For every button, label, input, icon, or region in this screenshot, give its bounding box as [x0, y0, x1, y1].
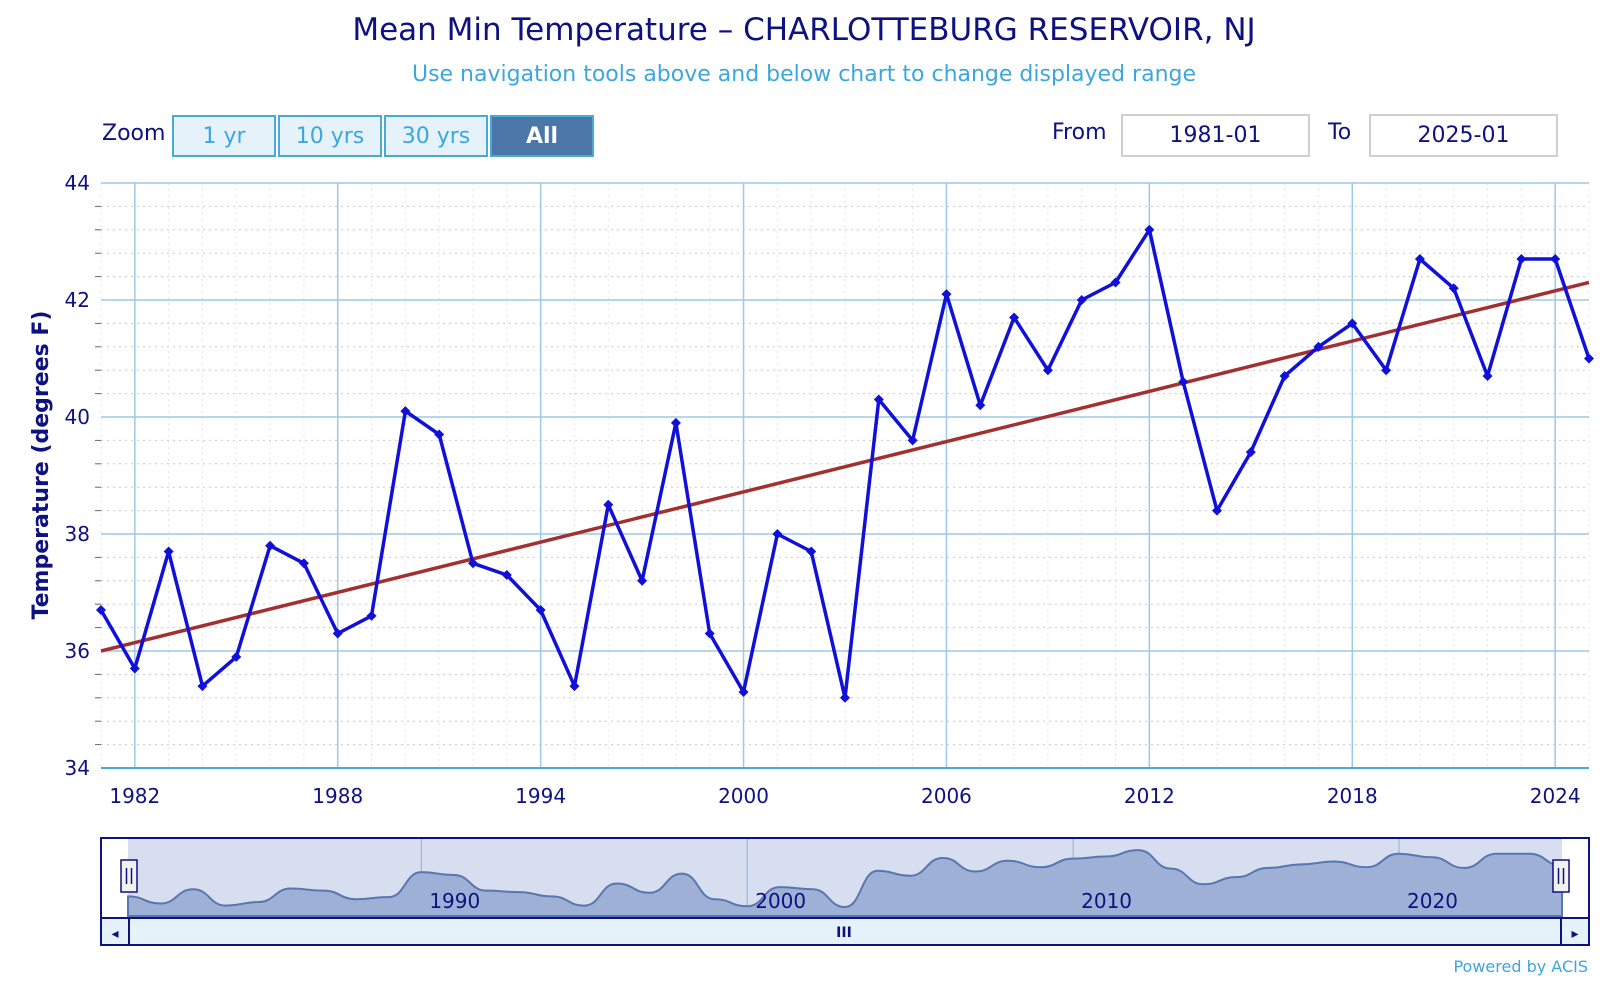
data-point	[670, 417, 681, 428]
navigator-labels: 1990 2000 2010 2020	[429, 889, 1458, 913]
data-point	[603, 499, 614, 510]
data-point	[1144, 224, 1155, 235]
x-tick-label: 2018	[1327, 784, 1378, 808]
data-point	[298, 558, 309, 569]
y-axis-label: Temperature (degrees F)	[29, 311, 54, 620]
data-point	[400, 406, 411, 417]
powered-by-link[interactable]: Powered by ACIS	[1453, 957, 1588, 976]
data-point	[806, 546, 817, 557]
data-point	[231, 651, 242, 662]
y-tick-label: 40	[65, 405, 90, 429]
grid	[100, 182, 1590, 769]
zoom-all-button[interactable]: All	[490, 115, 594, 157]
trend-layer	[100, 280, 1590, 653]
data-point	[1110, 277, 1121, 288]
y-tick-label: 34	[65, 756, 90, 780]
x-tick-label: 2000	[718, 784, 769, 808]
data-point	[637, 575, 648, 586]
data-point	[265, 540, 276, 551]
data-point	[975, 400, 986, 411]
zoom-30yrs-button[interactable]: 30 yrs	[384, 115, 488, 157]
navigator-left-handle[interactable]	[120, 859, 138, 893]
x-tick-label: 1994	[515, 784, 566, 808]
data-point	[1414, 254, 1425, 265]
navigator-year-label: 1990	[429, 889, 480, 913]
navigator[interactable]: 1990 2000 2010 2020	[100, 837, 1590, 919]
data-point	[941, 289, 952, 300]
data-point	[840, 692, 850, 703]
navigator-right-handle[interactable]	[1552, 859, 1570, 893]
data-point	[873, 394, 884, 405]
zoom-label: Zoom	[102, 121, 166, 146]
x-tick-label: 1988	[312, 784, 363, 808]
trend-line	[100, 280, 1590, 653]
data-point	[1550, 254, 1561, 265]
data-point	[1482, 371, 1493, 382]
x-tick-label: 2024	[1530, 784, 1581, 808]
to-date-input[interactable]	[1369, 114, 1558, 157]
data-point	[704, 628, 715, 639]
chart-title: Mean Min Temperature – CHARLOTTEBURG RES…	[352, 12, 1256, 48]
data-point	[332, 628, 343, 639]
data-point	[1313, 341, 1324, 352]
chart-subtitle: Use navigation tools above and below cha…	[411, 62, 1197, 87]
data-point	[1448, 283, 1459, 294]
data-point	[366, 610, 377, 621]
data-point	[434, 429, 445, 440]
data-point	[468, 558, 478, 569]
series-layer	[96, 224, 1594, 703]
data-point	[1381, 365, 1392, 376]
data-point	[501, 569, 512, 580]
zoom-10yrs-button[interactable]: 10 yrs	[278, 115, 382, 157]
data-point	[163, 546, 174, 557]
data-point	[1009, 312, 1020, 323]
scroll-left-button[interactable]	[100, 917, 130, 946]
navigator-year-label: 2020	[1407, 889, 1458, 913]
data-point	[1212, 505, 1222, 516]
data-point	[738, 686, 749, 697]
from-date-input[interactable]	[1121, 114, 1310, 157]
data-point	[1584, 353, 1594, 364]
x-tick-label: 1982	[109, 784, 160, 808]
navigator-year-label: 2010	[1081, 889, 1132, 913]
scroll-right-icon: ▸	[1571, 926, 1578, 942]
y-tick-label: 44	[65, 171, 90, 195]
data-point	[569, 681, 580, 692]
data-point	[535, 605, 546, 616]
navigator-year-label: 2000	[755, 889, 806, 913]
zoom-1yr-button[interactable]: 1 yr	[172, 115, 276, 157]
data-point	[1245, 447, 1256, 458]
data-point	[1042, 365, 1053, 376]
data-point	[1347, 318, 1358, 329]
data-point	[197, 681, 208, 692]
data-point	[772, 529, 783, 539]
data-point	[96, 605, 106, 616]
axes: 34 36 38 40 42 44 1982 1988 1994 2000 2006 2012 2018…	[65, 171, 1589, 808]
scroll-left-icon: ◂	[111, 926, 118, 942]
x-tick-label: 2012	[1124, 784, 1175, 808]
scrollbar-track[interactable]	[100, 917, 1590, 946]
to-label: To	[1328, 120, 1352, 145]
navigator-series	[127, 849, 1563, 917]
data-point	[1516, 254, 1527, 265]
x-tick-label: 2006	[921, 784, 972, 808]
y-tick-label: 38	[65, 522, 90, 546]
from-label: From	[1052, 120, 1107, 145]
data-point	[1076, 295, 1087, 305]
data-point	[907, 435, 918, 446]
y-tick-label: 42	[65, 288, 90, 312]
data-point	[1279, 371, 1290, 382]
data-point	[1178, 376, 1189, 387]
scroll-right-button[interactable]	[1560, 917, 1590, 946]
scrollbar[interactable]: ◂ ▸ III	[100, 917, 1590, 946]
data-point	[129, 663, 140, 674]
y-tick-label: 36	[65, 639, 90, 663]
scrollbar-grip-icon[interactable]: III	[836, 925, 852, 941]
